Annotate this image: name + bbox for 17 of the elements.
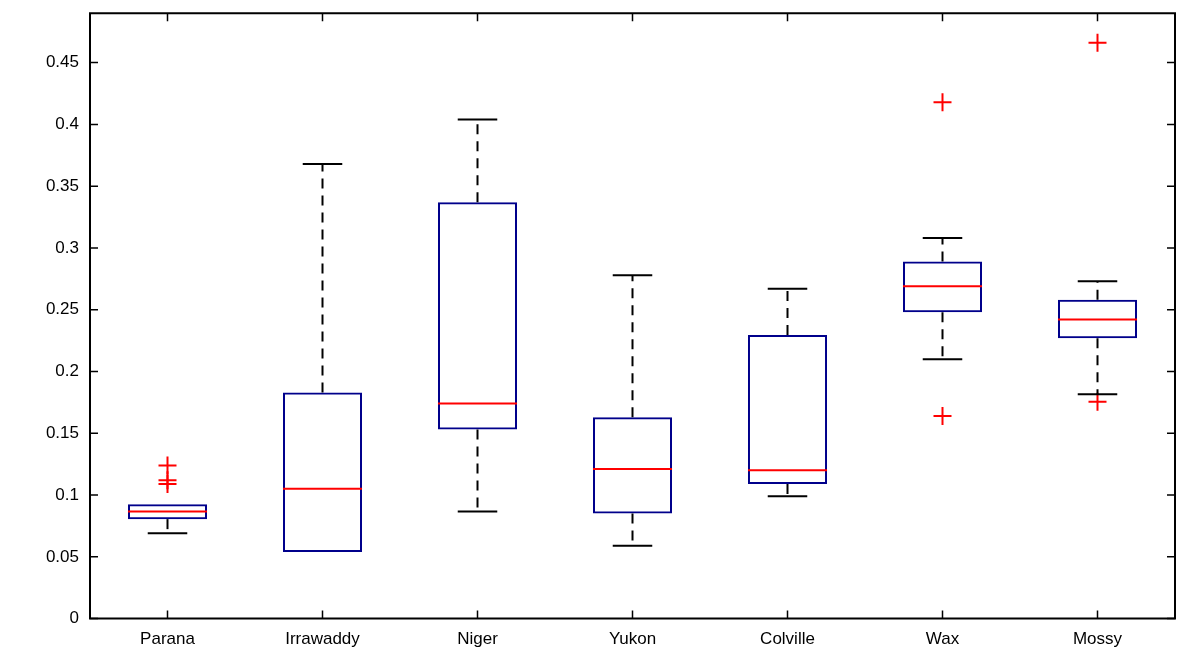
x-tick-label: Colville <box>760 629 815 649</box>
y-tick-label: 0.2 <box>55 361 79 381</box>
y-tick-label: 0.15 <box>45 422 79 442</box>
y-tick-label: 0.35 <box>45 175 79 195</box>
x-tick-label: Irrawaddy <box>285 629 361 649</box>
y-tick-label: 0.45 <box>45 52 79 72</box>
x-tick-label: Niger <box>457 629 499 649</box>
x-tick-label: Wax <box>925 629 960 649</box>
y-tick-label: 0.25 <box>45 299 79 319</box>
y-tick-label: 0 <box>69 608 79 628</box>
y-tick-label: 0.4 <box>55 114 79 134</box>
y-tick-label: 0.1 <box>55 484 79 504</box>
y-tick-label: 0.3 <box>55 237 79 257</box>
x-tick-label: Parana <box>140 629 196 649</box>
x-tick-label: Mossy <box>1072 629 1123 649</box>
x-tick-label: Yukon <box>608 629 657 649</box>
y-tick-label: 0.05 <box>45 546 79 566</box>
